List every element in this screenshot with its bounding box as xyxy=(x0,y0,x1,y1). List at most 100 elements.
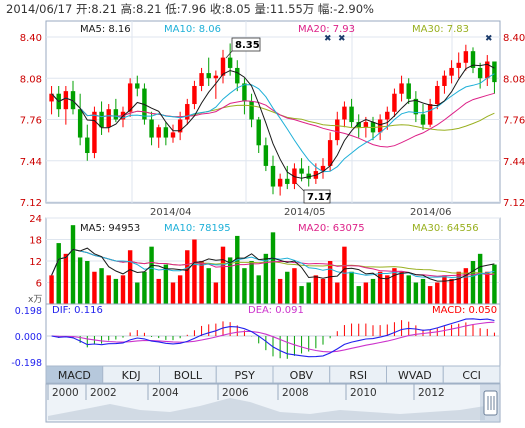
volume-bar xyxy=(385,275,390,304)
price-x-labels: 2014/04 2014/05 2014/06 xyxy=(150,207,452,218)
timeline-years: 2000 2002 2004 2006 2008 2010 2012 xyxy=(47,384,445,400)
volume-bar xyxy=(435,282,440,304)
volume-bar xyxy=(113,278,119,304)
macd-lines xyxy=(51,318,495,358)
tab-wvad[interactable]: WVAD xyxy=(386,365,444,384)
candle-body xyxy=(420,114,426,125)
volume-bar xyxy=(349,271,354,304)
candle-body xyxy=(127,83,133,112)
volume-bar xyxy=(285,271,290,304)
volume-bar xyxy=(63,253,69,304)
candle-body xyxy=(456,62,461,68)
candle-body xyxy=(342,106,347,120)
x-axis-label: 2014/05 xyxy=(284,207,326,218)
candle-body xyxy=(392,93,397,112)
price-tick-label: 8.40 xyxy=(20,33,42,44)
tab-label: CCI xyxy=(462,369,481,382)
event-marker-icon[interactable]: ✖ xyxy=(485,34,493,44)
legend-label: MA30: 64556 xyxy=(412,223,479,234)
volume-bar xyxy=(135,282,140,304)
volume-tick-label: 12 xyxy=(29,257,42,268)
volume-bar xyxy=(163,264,169,304)
volume-bar xyxy=(156,278,161,304)
volume-bar xyxy=(149,246,154,304)
tab-label: MACD xyxy=(58,369,91,382)
volume-bar xyxy=(249,261,254,304)
volume-bar xyxy=(120,275,126,304)
volume-bar xyxy=(477,253,483,304)
tab-psy[interactable]: PSY xyxy=(215,365,274,384)
volume-bar xyxy=(342,246,347,304)
volume-tick-label: 6 xyxy=(36,279,42,290)
candle-body xyxy=(442,75,447,86)
tab-boll[interactable]: BOLL xyxy=(159,365,217,384)
volume-bar xyxy=(56,243,61,304)
candle-body xyxy=(249,101,254,120)
tab-cci[interactable]: CCI xyxy=(442,365,501,384)
tab-background xyxy=(442,365,501,384)
volume-ma-lines xyxy=(51,247,495,282)
tab-rsi[interactable]: RSI xyxy=(329,365,387,384)
legend-label: MA10: 8.06 xyxy=(164,24,221,35)
candle-body xyxy=(285,178,290,184)
legend-label: MA5: 8.16 xyxy=(80,24,131,35)
price-tick-label: 7.12 xyxy=(503,198,525,209)
volume-bar xyxy=(70,225,76,304)
candle-body xyxy=(356,122,361,128)
x-axis-label: 2014/06 xyxy=(410,207,452,218)
candle-body xyxy=(106,109,111,128)
candle-body xyxy=(149,119,154,138)
price-ma-lines xyxy=(51,63,495,179)
volume-bar xyxy=(277,278,283,304)
candle-body xyxy=(449,67,454,76)
volume-bar xyxy=(363,282,369,304)
tab-label: BOLL xyxy=(174,369,203,382)
candle-body xyxy=(299,168,304,174)
tab-kdj[interactable]: KDJ xyxy=(102,365,160,384)
price-ma-legend: MA5: 8.16 MA10: 8.06 MA20: 7.93 MA30: 7.83 xyxy=(80,24,469,35)
candle-body xyxy=(70,91,76,110)
volume-bar xyxy=(320,278,326,304)
candle-body xyxy=(270,165,276,187)
candle-body xyxy=(277,178,283,187)
high-callout-label: 8.35 xyxy=(235,40,260,51)
volume-ma-legend: MA5: 94953 MA10: 78195 MA20: 63075 MA30: 64… xyxy=(80,223,479,234)
price-grid xyxy=(46,21,500,203)
timeline-handle-icon[interactable] xyxy=(483,390,498,416)
volume-bar xyxy=(356,286,361,304)
macd-tick-label: -0.198 xyxy=(11,358,42,369)
x-axis-label: 2014/04 xyxy=(150,207,192,218)
macd-legend-label: MACD: 0.050 xyxy=(432,305,497,316)
candle-body xyxy=(435,85,440,105)
price-axis-left: 8.40 8.08 7.76 7.44 7.12 xyxy=(20,33,42,209)
macd-tick-label: 0.198 xyxy=(15,306,42,317)
volume-bar xyxy=(199,261,204,304)
candle-body xyxy=(163,127,169,138)
event-marker-icon[interactable]: ✖ xyxy=(324,34,332,44)
price-tick-label: 7.76 xyxy=(20,116,42,127)
candle-body xyxy=(85,137,90,154)
candle-body xyxy=(413,98,419,115)
volume-bar xyxy=(456,271,461,304)
event-marker-icons[interactable]: ✖ ✖ ✖ xyxy=(324,34,493,44)
ma5-line xyxy=(51,63,495,179)
timeline-year-label: 2000 xyxy=(52,387,79,399)
candle-body xyxy=(213,75,219,79)
volume-bar xyxy=(142,271,147,304)
volume-bar xyxy=(85,261,90,304)
volume-bar xyxy=(299,286,304,304)
event-marker-icon[interactable]: ✖ xyxy=(338,34,346,44)
candle-body xyxy=(156,127,161,138)
tab-label: WVAD xyxy=(398,369,432,382)
candle-body xyxy=(92,111,97,154)
legend-label: MA20: 63075 xyxy=(298,223,365,234)
low-callout: 7.17 xyxy=(295,182,332,204)
candle-body xyxy=(63,91,69,110)
tab-macd[interactable]: MACD xyxy=(45,365,104,384)
volume-bar xyxy=(377,271,383,304)
volume-bar xyxy=(327,261,333,304)
volume-bar xyxy=(256,275,261,304)
volume-bar xyxy=(185,250,190,304)
tab-obv[interactable]: OBV xyxy=(272,365,331,384)
